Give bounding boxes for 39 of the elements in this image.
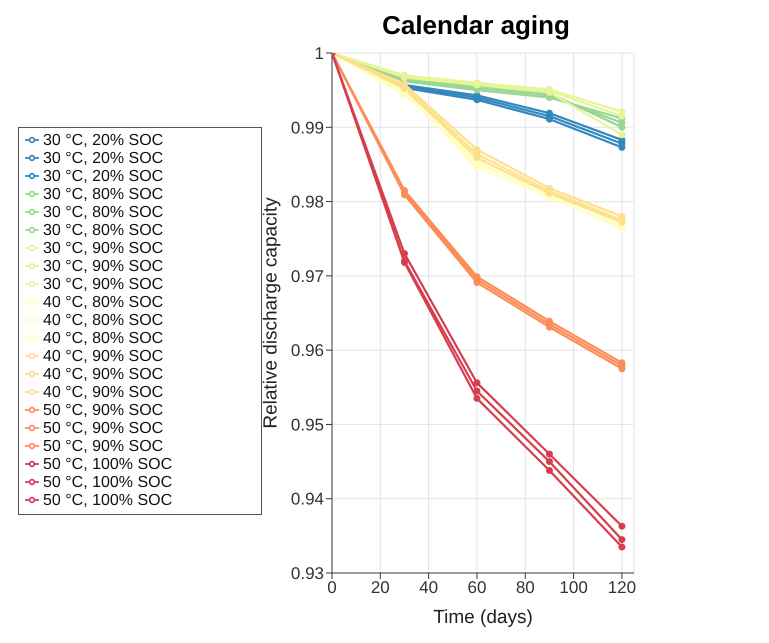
y-tick-label: 0.96 (290, 341, 324, 360)
x-tick-label: 120 (608, 578, 636, 598)
x-tick-label: 20 (370, 578, 390, 598)
y-tick-label: 0.97 (290, 266, 324, 286)
legend-label: 40 °C, 80% SOC (43, 294, 164, 310)
legend-label: 30 °C, 90% SOC (43, 258, 164, 274)
legend-label: 30 °C, 80% SOC (43, 186, 164, 202)
y-tick-label: 0.95 (290, 415, 324, 434)
y-tick-label: 0.94 (290, 490, 324, 509)
legend-label: 40 °C, 80% SOC (43, 330, 164, 346)
legend-label: 30 °C, 90% SOC (43, 240, 164, 256)
legend-label: 50 °C, 100% SOC (43, 474, 172, 490)
x-tick-label: 100 (559, 578, 588, 598)
legend-label: 40 °C, 90% SOC (43, 384, 164, 400)
x-tick-label: 40 (419, 578, 438, 598)
legend-label: 50 °C, 100% SOC (43, 456, 172, 472)
y-tick-label: 0.93 (290, 564, 324, 584)
chart-title: Calendar aging (381, 10, 571, 41)
x-axis-title: Time (days) (433, 607, 533, 628)
legend-label: 40 °C, 90% SOC (43, 348, 164, 364)
legend-label: 30 °C, 90% SOC (43, 276, 164, 292)
x-tick-label: 0 (327, 578, 337, 598)
legend-label: 30 °C, 20% SOC (43, 168, 164, 184)
legend-label: 50 °C, 90% SOC (43, 402, 164, 418)
y-axis-title: Relative discharge capacity (260, 196, 282, 429)
legend-label: 50 °C, 90% SOC (43, 438, 164, 454)
x-tick-label: 60 (468, 578, 486, 598)
legend-label: 50 °C, 90% SOC (43, 420, 164, 436)
y-tick-label: 1 (314, 44, 324, 64)
y-tick-label: 0.99 (290, 118, 324, 138)
legend-label: 30 °C, 80% SOC (43, 204, 164, 220)
y-tick-label: 0.98 (290, 192, 324, 212)
legend-label: 40 °C, 80% SOC (43, 312, 164, 328)
legend-label: 30 °C, 20% SOC (43, 132, 164, 148)
legend-label: 30 °C, 80% SOC (43, 222, 164, 238)
legend-label: 50 °C, 100% SOC (43, 492, 172, 508)
legend-label: 30 °C, 20% SOC (43, 150, 164, 166)
legend-label: 40 °C, 90% SOC (43, 366, 164, 382)
x-tick-label: 80 (516, 578, 535, 598)
